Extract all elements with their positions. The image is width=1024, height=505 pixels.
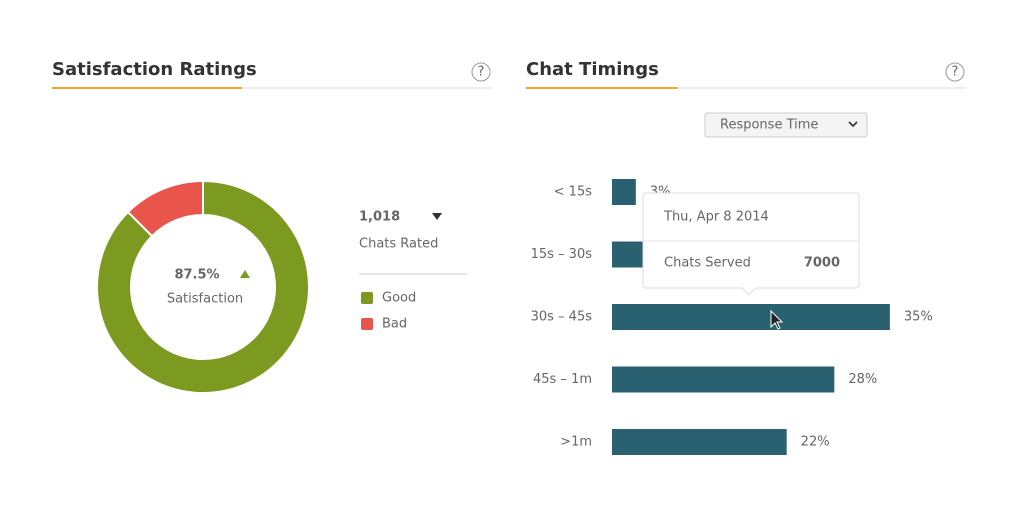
- legend-label: Bad: [382, 317, 407, 332]
- tooltip-date: Thu, Apr 8 2014: [663, 210, 769, 225]
- center-value: 87.5%: [174, 268, 219, 283]
- bar: [612, 366, 835, 393]
- tooltip: [642, 192, 860, 296]
- panel-title: Satisfaction Ratings: [52, 59, 257, 80]
- tooltip-label: Chats Served: [664, 256, 751, 271]
- dropdown[interactable]: [704, 112, 868, 138]
- legend-swatch: [361, 292, 373, 304]
- bar-value-label: 28%: [848, 372, 877, 387]
- bar: [612, 429, 787, 455]
- chats-rated: 1,018: [359, 210, 400, 225]
- bar: [612, 179, 636, 205]
- legend-swatch: [361, 318, 373, 330]
- donut-slice: [96, 179, 310, 394]
- help-text: ?: [952, 65, 959, 80]
- chats-rated-label: Chats Rated: [359, 237, 438, 252]
- bar-category: 15s – 30s: [531, 247, 593, 262]
- help-icon[interactable]: [945, 62, 965, 82]
- bar-category: >1m: [560, 435, 592, 450]
- bar-category: < 15s: [554, 185, 593, 200]
- tooltip-value: 7000: [804, 256, 840, 271]
- dropdown-text: Response Time: [720, 118, 818, 133]
- bar-value-label: 35%: [904, 310, 933, 325]
- cursor: [770, 309, 784, 330]
- bar-category: 30s – 45s: [531, 310, 593, 325]
- center-label: Satisfaction: [167, 292, 243, 307]
- bar-category: 45s – 1m: [533, 372, 592, 387]
- down-arrow: [432, 213, 442, 220]
- panel-title: Chat Timings: [526, 59, 659, 80]
- legend-label: Good: [382, 291, 416, 306]
- chevron: [848, 121, 858, 128]
- bar: [612, 304, 890, 330]
- bar-value-label: 22%: [801, 435, 830, 450]
- up-arrow: [240, 270, 250, 278]
- help-text: ?: [478, 65, 485, 80]
- help-icon[interactable]: [471, 62, 491, 82]
- donut-slice: [126, 179, 204, 238]
